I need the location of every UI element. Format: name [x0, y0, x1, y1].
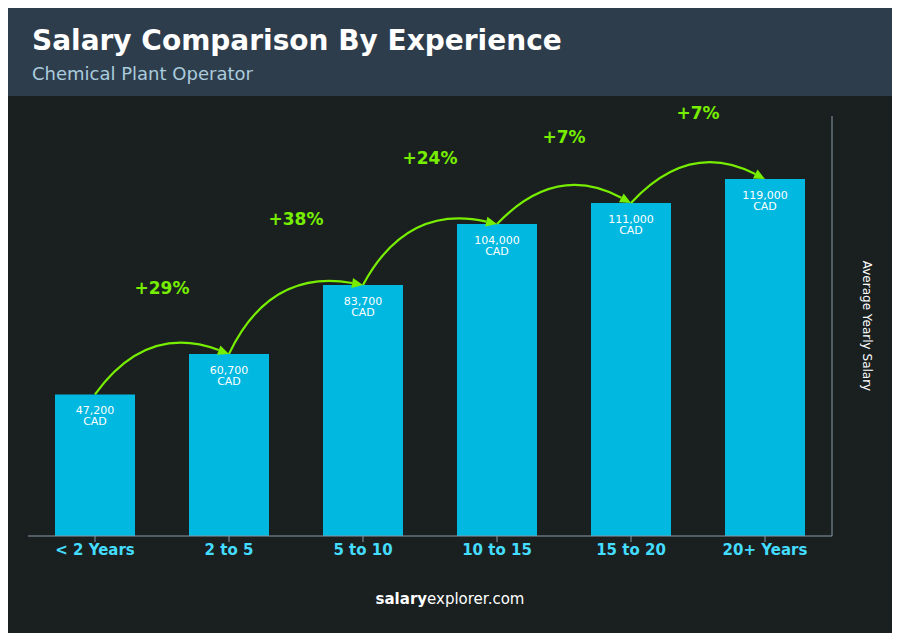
- svg-text:< 2 Years: < 2 Years: [55, 541, 135, 559]
- svg-text:2 to 5: 2 to 5: [205, 541, 254, 559]
- svg-text:+38%: +38%: [269, 209, 324, 229]
- svg-text:5 to 10: 5 to 10: [333, 541, 392, 559]
- svg-text:+29%: +29%: [135, 278, 190, 298]
- html-text:Chemical Plant Operator: Chemical Plant Operator: [32, 63, 253, 84]
- svg-text:83,700CAD: 83,700CAD: [344, 295, 383, 319]
- svg-text:+7%: +7%: [542, 127, 585, 147]
- svg-text:60,700CAD: 60,700CAD: [210, 364, 249, 388]
- svg-text:+24%: +24%: [403, 148, 458, 168]
- html-text:salary explorer.com: salary explorer.com: [375, 590, 525, 608]
- svg-text:15 to 20: 15 to 20: [596, 541, 666, 559]
- svg-text:104,000CAD: 104,000CAD: [474, 234, 520, 258]
- svg-text:10 to 15: 10 to 15: [462, 541, 532, 559]
- svg-text:Average Yearly Salary: Average Yearly Salary: [860, 261, 874, 391]
- svg-text:119,000CAD: 119,000CAD: [742, 189, 788, 213]
- svg-text:47,200CAD: 47,200CAD: [76, 404, 115, 428]
- html-text:Salary Comparison By Experienc: Salary Comparison By Experience: [32, 24, 562, 57]
- svg-text:20+ Years: 20+ Years: [723, 541, 808, 559]
- svg-text:111,000CAD: 111,000CAD: [608, 213, 654, 237]
- svg-text:+7%: +7%: [676, 103, 719, 123]
